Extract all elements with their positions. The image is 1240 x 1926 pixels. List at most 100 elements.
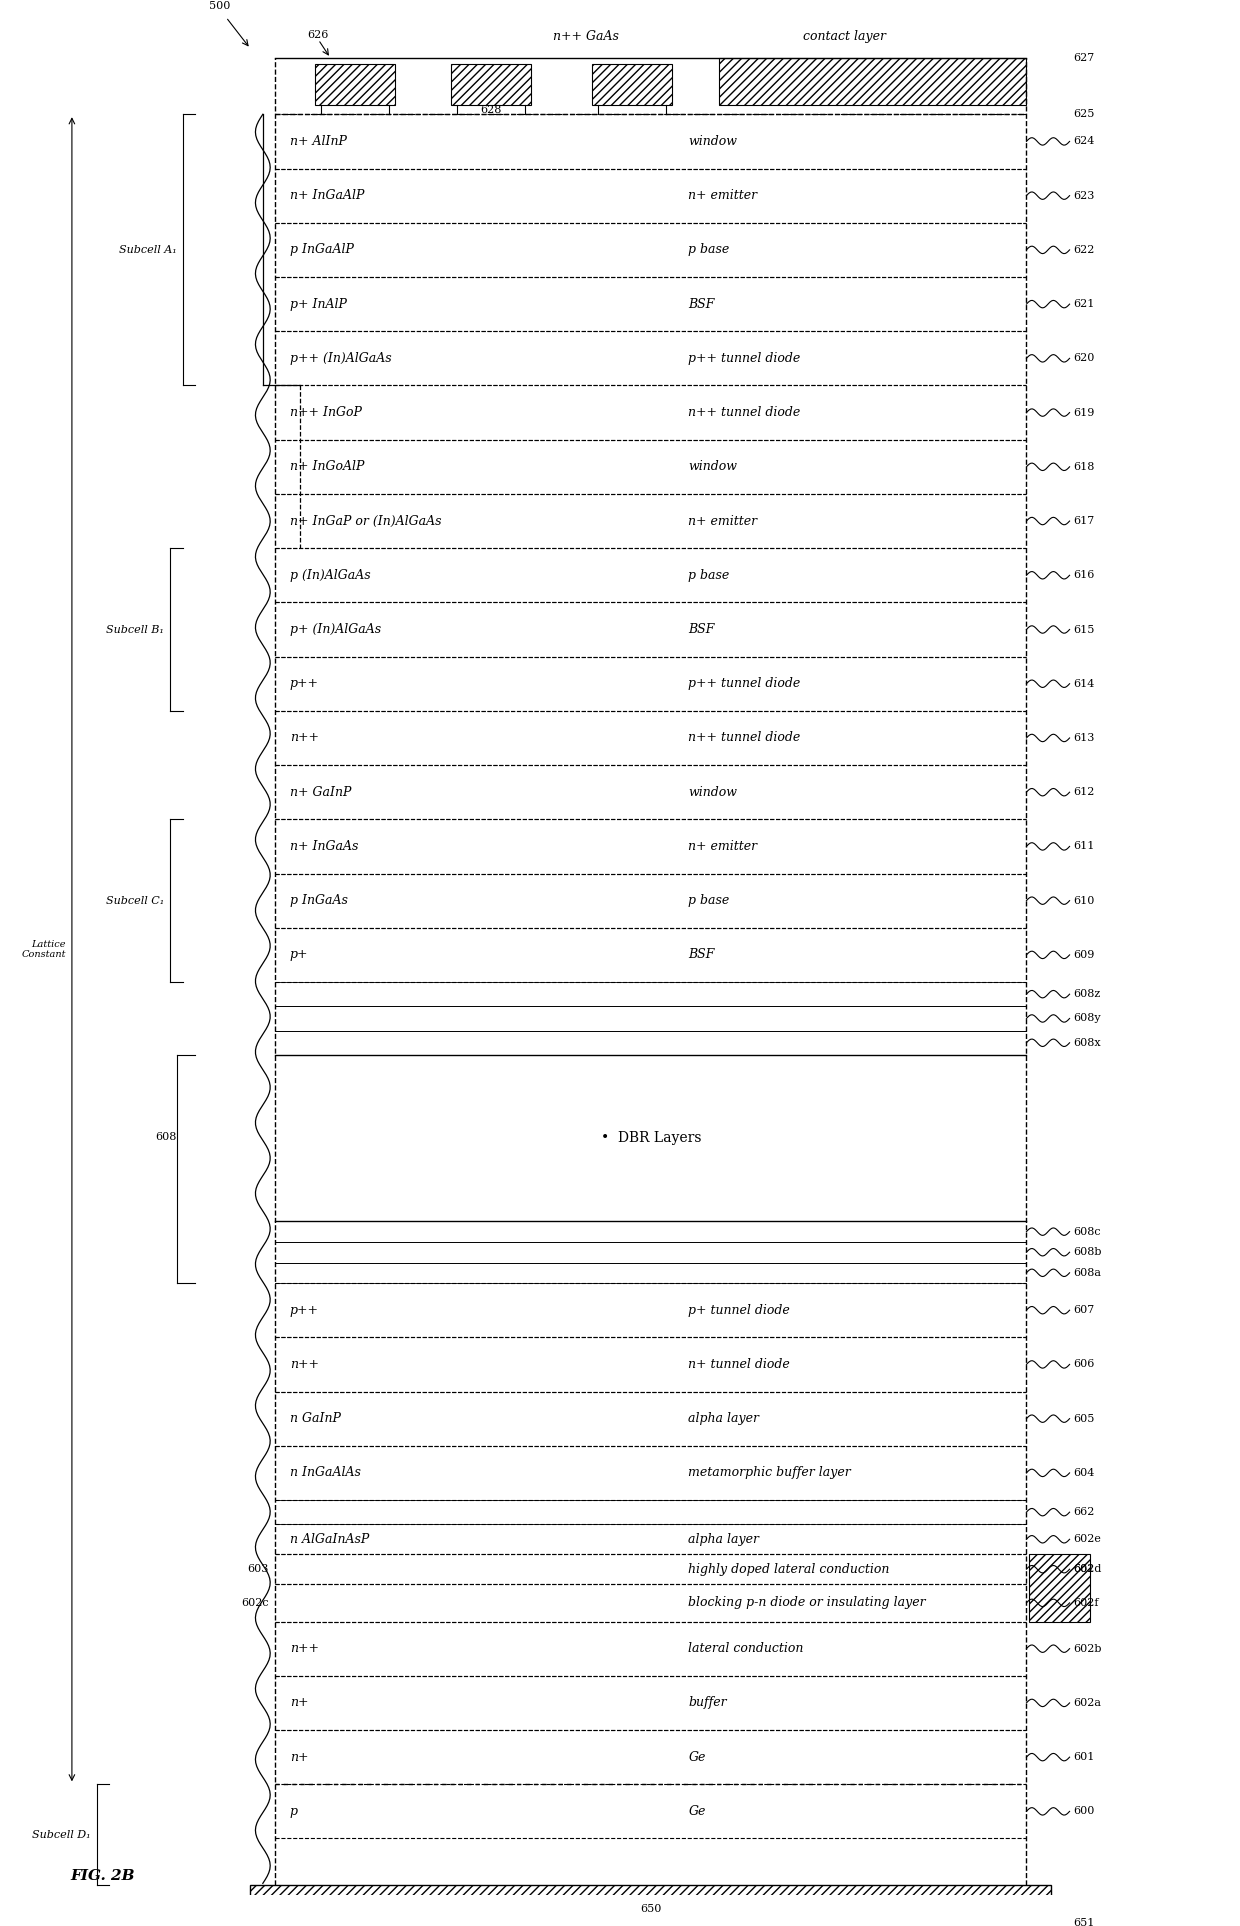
- Text: Lattice
Constant: Lattice Constant: [21, 940, 66, 959]
- Bar: [275, 1585, 1027, 1622]
- Bar: [275, 819, 1027, 874]
- Text: p base: p base: [688, 894, 729, 907]
- Text: BSF: BSF: [688, 299, 714, 310]
- Text: 661: 661: [1074, 1564, 1095, 1574]
- Text: p+ InAlP: p+ InAlP: [290, 299, 347, 310]
- Text: 602e: 602e: [1074, 1535, 1101, 1545]
- Bar: [1029, 1554, 1090, 1622]
- Bar: [275, 1005, 1027, 1030]
- Text: alpha layer: alpha layer: [688, 1412, 759, 1425]
- Bar: [275, 1337, 1027, 1392]
- Bar: [275, 711, 1027, 765]
- Text: p++: p++: [290, 1304, 319, 1317]
- Text: 618: 618: [1074, 462, 1095, 472]
- Text: 602c: 602c: [242, 1599, 269, 1608]
- Text: alpha layer: alpha layer: [688, 1533, 759, 1547]
- Text: p+: p+: [290, 948, 309, 961]
- Text: n+ emitter: n+ emitter: [688, 189, 758, 202]
- Bar: [275, 1263, 1027, 1283]
- Text: lateral conduction: lateral conduction: [688, 1643, 804, 1654]
- Text: 602d: 602d: [1074, 1564, 1101, 1574]
- Text: p (In)AlGaAs: p (In)AlGaAs: [290, 568, 371, 582]
- Text: 622: 622: [1074, 245, 1095, 254]
- Text: window: window: [688, 135, 738, 148]
- Bar: [275, 169, 1027, 223]
- Text: 608y: 608y: [1074, 1013, 1101, 1023]
- Text: 601: 601: [1074, 1753, 1095, 1762]
- Text: 616: 616: [1074, 570, 1095, 580]
- Text: 619: 619: [1074, 408, 1095, 418]
- Text: 608: 608: [155, 1132, 176, 1142]
- Text: n+ InGaAlP: n+ InGaAlP: [290, 189, 365, 202]
- Text: 628: 628: [480, 104, 501, 116]
- Text: n+ InGaAs: n+ InGaAs: [290, 840, 358, 853]
- Text: 620: 620: [1074, 352, 1095, 364]
- Text: p++ tunnel diode: p++ tunnel diode: [688, 352, 801, 364]
- Bar: [275, 331, 1027, 385]
- Text: window: window: [688, 786, 738, 799]
- Bar: [275, 982, 1027, 1005]
- Text: 606: 606: [1074, 1360, 1095, 1369]
- Text: n InGaAlAs: n InGaAlAs: [290, 1466, 361, 1479]
- Bar: [315, 64, 396, 104]
- Bar: [275, 1554, 1027, 1585]
- Text: n++ InGoP: n++ InGoP: [290, 406, 362, 420]
- Text: p+ tunnel diode: p+ tunnel diode: [688, 1304, 790, 1317]
- Text: 626: 626: [308, 29, 329, 40]
- Bar: [275, 114, 1027, 169]
- Text: 602f: 602f: [1074, 1599, 1099, 1608]
- Bar: [275, 549, 1027, 603]
- Bar: [275, 928, 1027, 982]
- Text: 603: 603: [248, 1564, 269, 1574]
- Text: window: window: [688, 460, 738, 474]
- Text: highly doped lateral conduction: highly doped lateral conduction: [688, 1562, 890, 1575]
- Text: n+ GaInP: n+ GaInP: [290, 786, 351, 799]
- Text: p base: p base: [688, 568, 729, 582]
- Bar: [718, 58, 1027, 104]
- Text: 609: 609: [1074, 950, 1095, 959]
- Text: blocking p-n diode or insulating layer: blocking p-n diode or insulating layer: [688, 1597, 926, 1610]
- Text: n++: n++: [290, 1358, 319, 1371]
- Text: 615: 615: [1074, 624, 1095, 634]
- Bar: [275, 603, 1027, 657]
- Text: p InGaAs: p InGaAs: [290, 894, 347, 907]
- Text: Subcell A₁: Subcell A₁: [119, 245, 176, 254]
- Bar: [275, 493, 1027, 549]
- Text: n GaInP: n GaInP: [290, 1412, 341, 1425]
- Text: p++ tunnel diode: p++ tunnel diode: [688, 678, 801, 690]
- Bar: [275, 1283, 1027, 1337]
- Bar: [275, 1055, 1027, 1221]
- Text: n+ tunnel diode: n+ tunnel diode: [688, 1358, 790, 1371]
- Text: 608a: 608a: [1074, 1267, 1101, 1277]
- Text: 624: 624: [1074, 137, 1095, 146]
- Text: n++ tunnel diode: n++ tunnel diode: [688, 732, 801, 745]
- Text: Subcell B₁: Subcell B₁: [107, 624, 164, 634]
- Bar: [250, 1886, 1052, 1926]
- Text: p InGaAlP: p InGaAlP: [290, 243, 353, 256]
- Bar: [275, 1783, 1027, 1839]
- Text: n AlGaInAsP: n AlGaInAsP: [290, 1533, 370, 1547]
- Bar: [275, 385, 1027, 439]
- Text: n++: n++: [290, 732, 319, 745]
- Text: 604: 604: [1074, 1468, 1095, 1477]
- Text: Ge: Ge: [688, 1751, 706, 1764]
- Text: 621: 621: [1074, 299, 1095, 308]
- Text: BSF: BSF: [688, 948, 714, 961]
- Text: 612: 612: [1074, 788, 1095, 797]
- Text: BSF: BSF: [688, 622, 714, 636]
- Text: metamorphic buffer layer: metamorphic buffer layer: [688, 1466, 851, 1479]
- Text: n+ InGoAlP: n+ InGoAlP: [290, 460, 365, 474]
- Text: 662: 662: [1074, 1508, 1095, 1518]
- Bar: [275, 1242, 1027, 1263]
- Text: 608c: 608c: [1074, 1227, 1101, 1236]
- Text: n+ InGaP or (In)AlGaAs: n+ InGaP or (In)AlGaAs: [290, 514, 441, 528]
- Text: contact layer: contact layer: [804, 31, 887, 42]
- Text: 610: 610: [1074, 896, 1095, 905]
- Bar: [450, 64, 531, 104]
- Text: n++ GaAs: n++ GaAs: [553, 31, 619, 42]
- Text: 608b: 608b: [1074, 1248, 1102, 1258]
- Text: n+: n+: [290, 1751, 309, 1764]
- Text: p base: p base: [688, 243, 729, 256]
- Text: n++ tunnel diode: n++ tunnel diode: [688, 406, 801, 420]
- Text: 617: 617: [1074, 516, 1095, 526]
